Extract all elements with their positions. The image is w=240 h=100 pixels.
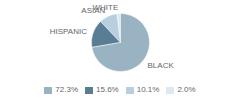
svg-text:HISPANIC: HISPANIC [50,27,87,36]
svg-text:ASIAN: ASIAN [81,6,105,15]
html-text:15.6%: 15.6% [96,85,119,94]
svg-text:WHITE: WHITE [92,2,119,12]
html-text:10.1%: 10.1% [136,85,160,94]
html-text:2.0%: 2.0% [177,85,196,94]
svg-text:BLACK: BLACK [148,61,175,70]
html-text:72.3%: 72.3% [55,85,78,94]
